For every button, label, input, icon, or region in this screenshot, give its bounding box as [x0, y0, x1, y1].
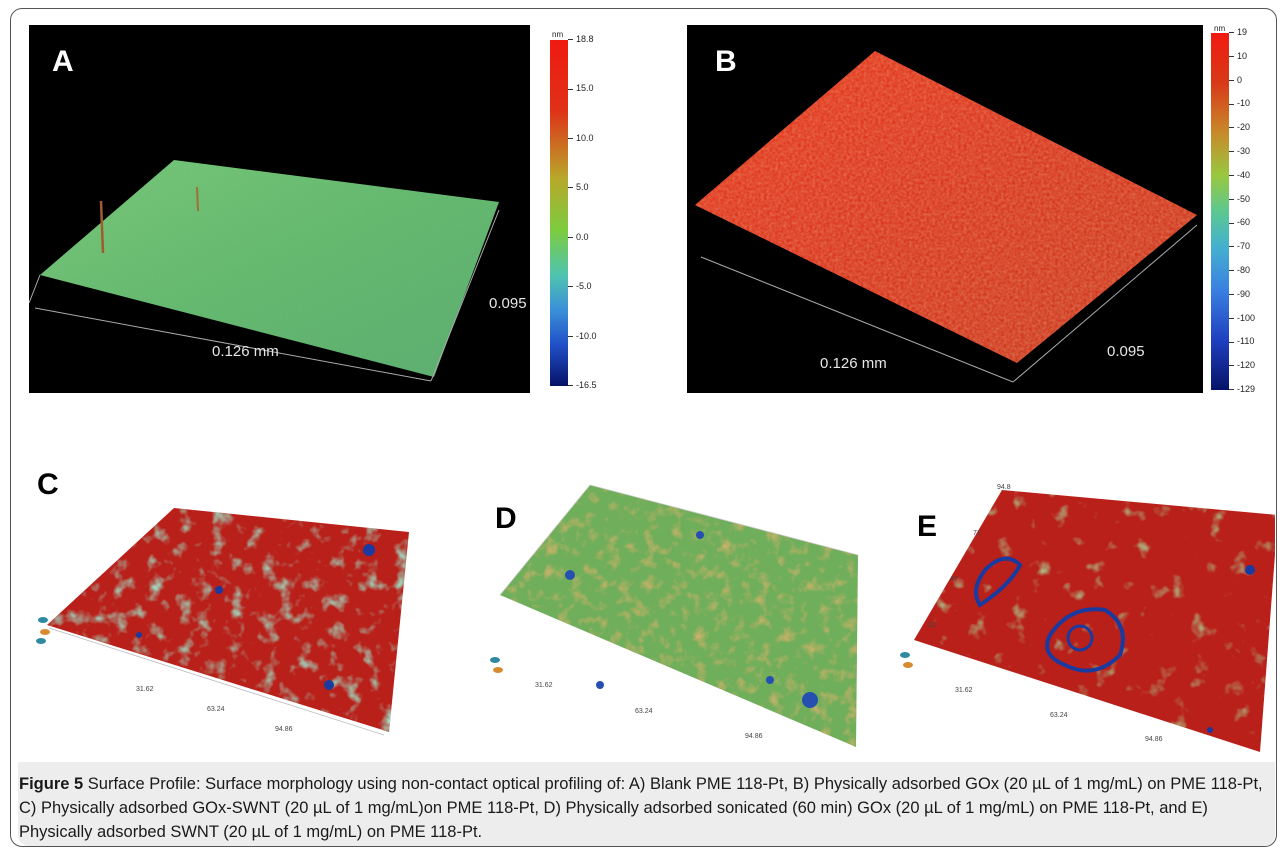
panel-e-label: E — [917, 510, 938, 543]
panel-b-colorbar-tick: -60 — [1229, 217, 1250, 227]
panel-e-side-tick-4: 23 — [928, 622, 936, 629]
panel-e-surface — [900, 490, 1278, 752]
panel-a-colorbar-unit: nm — [552, 30, 564, 39]
caption-lead: Figure 5 — [19, 775, 84, 793]
panel-e-tick-1: 31.62 — [955, 687, 973, 694]
panel-c: C 31.62 63.24 94.86 — [29, 460, 434, 755]
panel-e-side-tick-1: 94.8 — [997, 484, 1011, 491]
panel-b-colorbar-gradient — [1211, 33, 1229, 390]
panel-d-tick-2: 63.24 — [635, 708, 653, 715]
panel-c-surface — [36, 508, 409, 736]
panel-b-colorbar-tick: -120 — [1229, 360, 1255, 370]
panel-a-surface — [29, 160, 500, 382]
panel-b-colorbar-tick: -10 — [1229, 98, 1250, 108]
panel-e-side-tick-2: 71 — [973, 530, 981, 537]
panel-a-colorbar-tick: -10.0 — [568, 331, 597, 341]
panel-b-y-axis-label: 0.095 — [1107, 343, 1145, 360]
panel-b-colorbar-tick: -50 — [1229, 194, 1250, 204]
panel-a-colorbar-tick: -16.5 — [568, 380, 597, 390]
panel-c-tick-3: 94.86 — [275, 726, 293, 733]
panel-c-tick-1: 31.62 — [136, 686, 154, 693]
panel-b-colorbar-tick: -70 — [1229, 241, 1250, 251]
panel-b-colorbar-tick: -129 — [1229, 384, 1255, 394]
panel-b-colorbar-tick: -80 — [1229, 265, 1250, 275]
panel-b-surface — [695, 51, 1198, 383]
panel-b-colorbar-tick: -40 — [1229, 170, 1250, 180]
panel-d-surface — [490, 484, 859, 747]
panel-b-colorbar-tick: 0 — [1229, 75, 1242, 85]
panel-b-colorbar-tick: 10 — [1229, 51, 1247, 61]
panel-c-tick-2: 63.24 — [207, 706, 225, 713]
panel-b-colorbar-tick: -110 — [1229, 336, 1254, 346]
panel-a-colorbar-tick: 10.0 — [568, 133, 594, 143]
panel-b-colorbar-tick: -20 — [1229, 122, 1250, 132]
panel-d-label: D — [495, 502, 517, 535]
panel-a-colorbar-tick: 0.0 — [568, 232, 589, 242]
panel-a-colorbar-tick: 5.0 — [568, 182, 589, 192]
panel-b: B 0.126 mm 0.095 — [687, 25, 1203, 393]
panel-b-x-axis-label: 0.126 mm — [820, 355, 887, 372]
panel-b-colorbar-tick: -30 — [1229, 146, 1250, 156]
panel-a-colorbar-tick: 15.0 — [568, 83, 594, 93]
figure-caption: Figure 5 Surface Profile: Surface morpho… — [19, 772, 1269, 844]
caption-text: Surface Profile: Surface morphology usin… — [19, 775, 1263, 841]
panel-d-tick-3: 94.86 — [745, 733, 763, 740]
panel-e: E 94.8 71 47 23 31.62 63.24 94.86 — [890, 460, 1278, 758]
panel-b-colorbar-tick: -90 — [1229, 289, 1250, 299]
panel-a-label: A — [52, 45, 74, 78]
panel-a-y-axis-label: 0.095 — [489, 295, 527, 312]
caption-background — [18, 762, 1275, 846]
panel-c-label: C — [37, 468, 59, 501]
panel-a: A 0.126 mm 0.095 — [29, 25, 530, 393]
panel-b-label: B — [715, 45, 737, 78]
panel-e-tick-2: 63.24 — [1050, 712, 1068, 719]
panel-a-x-axis-label: 0.126 mm — [212, 343, 279, 360]
panel-b-colorbar-unit: nm — [1214, 24, 1226, 33]
panel-d-tick-1: 31.62 — [535, 682, 553, 689]
panel-b-colorbar-tick: -100 — [1229, 313, 1255, 323]
panel-d: D 31.62 63.24 94.86 — [470, 455, 875, 755]
panel-a-colorbar-gradient — [550, 40, 568, 386]
panel-a-colorbar-tick: 18.8 — [568, 34, 594, 44]
panel-a-colorbar-tick: -5.0 — [568, 281, 592, 291]
panel-e-tick-3: 94.86 — [1145, 736, 1163, 743]
panel-e-side-tick-3: 47 — [950, 576, 958, 583]
panel-b-colorbar-tick: 19 — [1229, 27, 1247, 37]
